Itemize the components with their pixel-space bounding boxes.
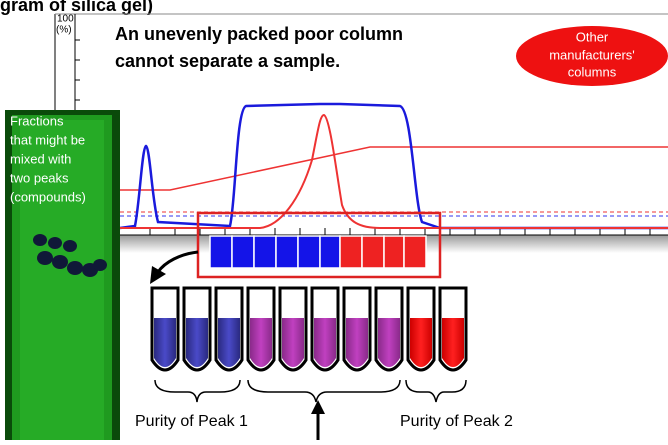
header-title: gram of silica gel)	[0, 0, 153, 15]
arrow	[158, 252, 198, 272]
axis-unit: (%)	[56, 25, 72, 36]
badge-line: columns	[568, 64, 617, 79]
diagram: gram of silica gel) 100 (%) An unevenly …	[0, 0, 668, 440]
badge-line: Other	[576, 29, 609, 44]
plate-note-line: that might be	[10, 132, 85, 147]
fraction-bar	[210, 236, 426, 268]
tubes	[152, 288, 466, 370]
message-line: cannot separate a sample.	[115, 51, 340, 71]
badge-line: manufacturers'	[549, 47, 635, 62]
axis-top: 100	[57, 14, 74, 25]
up-arrow-head	[311, 400, 325, 414]
arrow-head	[150, 266, 166, 284]
braces	[155, 380, 466, 402]
plate-note-line: Fractions	[10, 113, 64, 128]
plate-note-line: two peaks	[10, 170, 69, 185]
plate-note-line: mixed with	[10, 151, 71, 166]
peak1-label: Purity of Peak 1	[135, 413, 248, 430]
message-line: An unevenly packed poor column	[115, 24, 403, 44]
plate-note-line: (compounds)	[10, 189, 86, 204]
peak2-label: Purity of Peak 2	[400, 413, 513, 430]
